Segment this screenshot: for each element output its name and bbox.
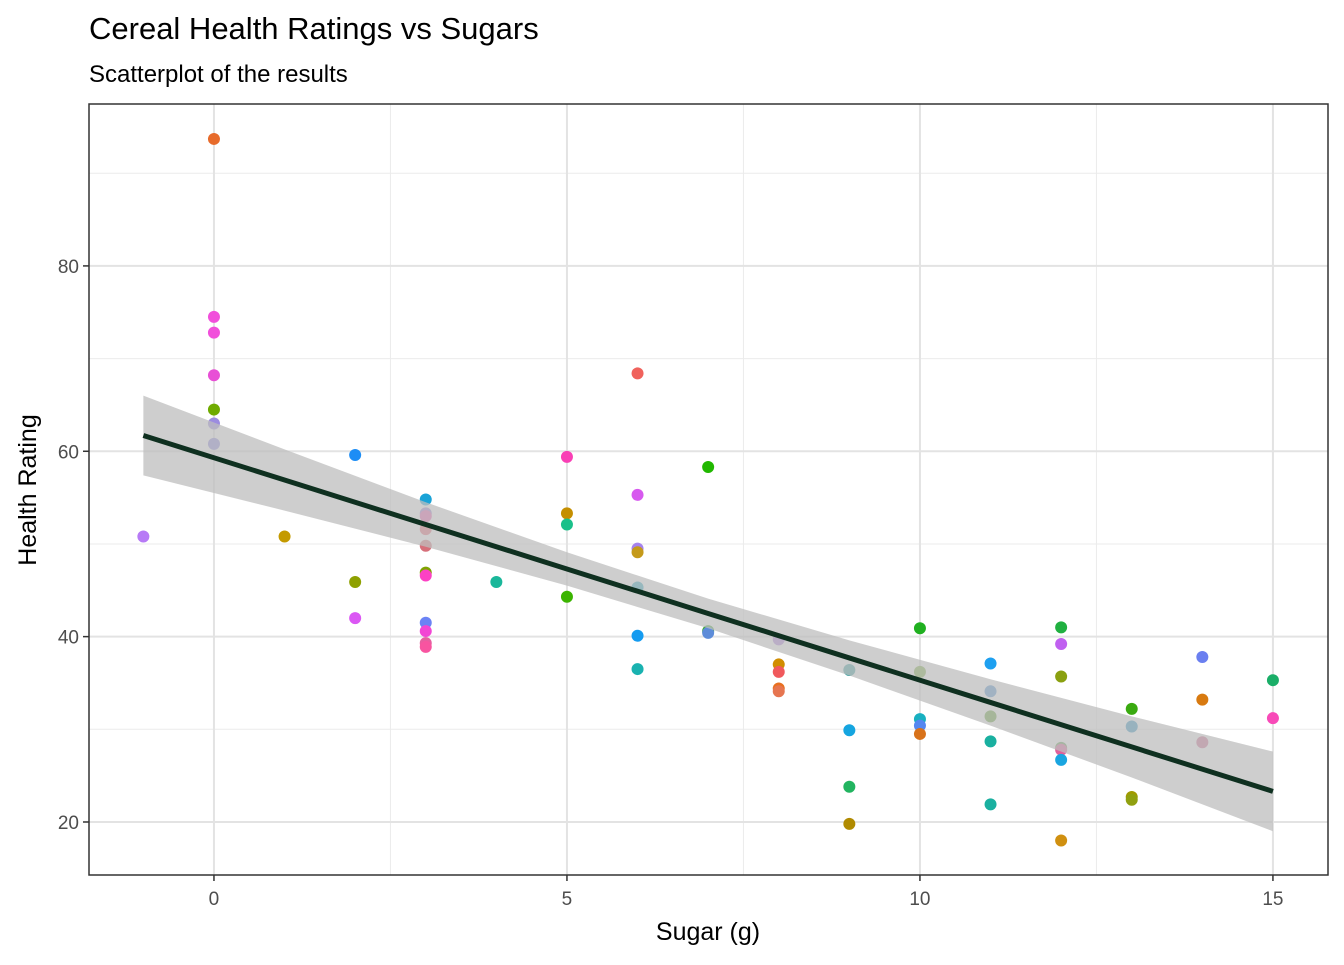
point <box>1196 693 1209 706</box>
point <box>772 685 785 698</box>
point <box>207 403 220 416</box>
point <box>631 367 644 380</box>
point <box>349 612 362 625</box>
x-tick-label: 0 <box>209 889 220 910</box>
point <box>1055 753 1068 766</box>
point <box>984 798 997 811</box>
point <box>207 326 220 339</box>
point <box>419 616 432 629</box>
point <box>419 640 432 653</box>
point <box>560 450 573 463</box>
x-axis-label: Sugar (g) <box>656 918 760 946</box>
point <box>702 626 715 639</box>
y-tick-label: 60 <box>58 442 79 463</box>
point <box>631 546 644 559</box>
point <box>984 657 997 670</box>
y-axis-label: Health Rating <box>14 414 42 565</box>
point <box>207 310 220 323</box>
point <box>1055 621 1068 634</box>
point <box>843 780 856 793</box>
point <box>843 817 856 830</box>
point <box>207 132 220 145</box>
y-tick-label: 80 <box>58 257 79 278</box>
chart-subtitle: Scatterplot of the results <box>89 61 348 88</box>
point <box>349 575 362 588</box>
point <box>1055 834 1068 847</box>
point <box>490 575 503 588</box>
point <box>1266 712 1279 725</box>
point <box>560 590 573 603</box>
point <box>137 530 150 543</box>
point <box>631 629 644 642</box>
point <box>419 625 432 638</box>
point <box>631 488 644 501</box>
point <box>631 663 644 676</box>
x-tick-label: 15 <box>1262 889 1283 910</box>
point <box>349 448 362 461</box>
point <box>207 369 220 382</box>
y-tick-label: 20 <box>58 813 79 834</box>
point <box>913 622 926 635</box>
point <box>984 735 997 748</box>
x-tick-label: 5 <box>562 889 573 910</box>
point <box>1055 638 1068 651</box>
x-tick-label: 10 <box>909 889 930 910</box>
chart-title: Cereal Health Ratings vs Sugars <box>89 11 539 46</box>
point <box>843 724 856 737</box>
point <box>1125 793 1138 806</box>
panel-border <box>88 103 1329 876</box>
point <box>1266 674 1279 687</box>
y-tick-label: 40 <box>58 628 79 649</box>
point <box>702 461 715 474</box>
point <box>419 569 432 582</box>
point <box>560 507 573 520</box>
point <box>772 665 785 678</box>
point <box>1125 702 1138 715</box>
fit-line <box>142 433 1274 794</box>
point <box>913 727 926 740</box>
point <box>278 530 291 543</box>
point <box>560 518 573 531</box>
point <box>913 719 926 732</box>
point <box>1055 670 1068 683</box>
point <box>1196 651 1209 664</box>
